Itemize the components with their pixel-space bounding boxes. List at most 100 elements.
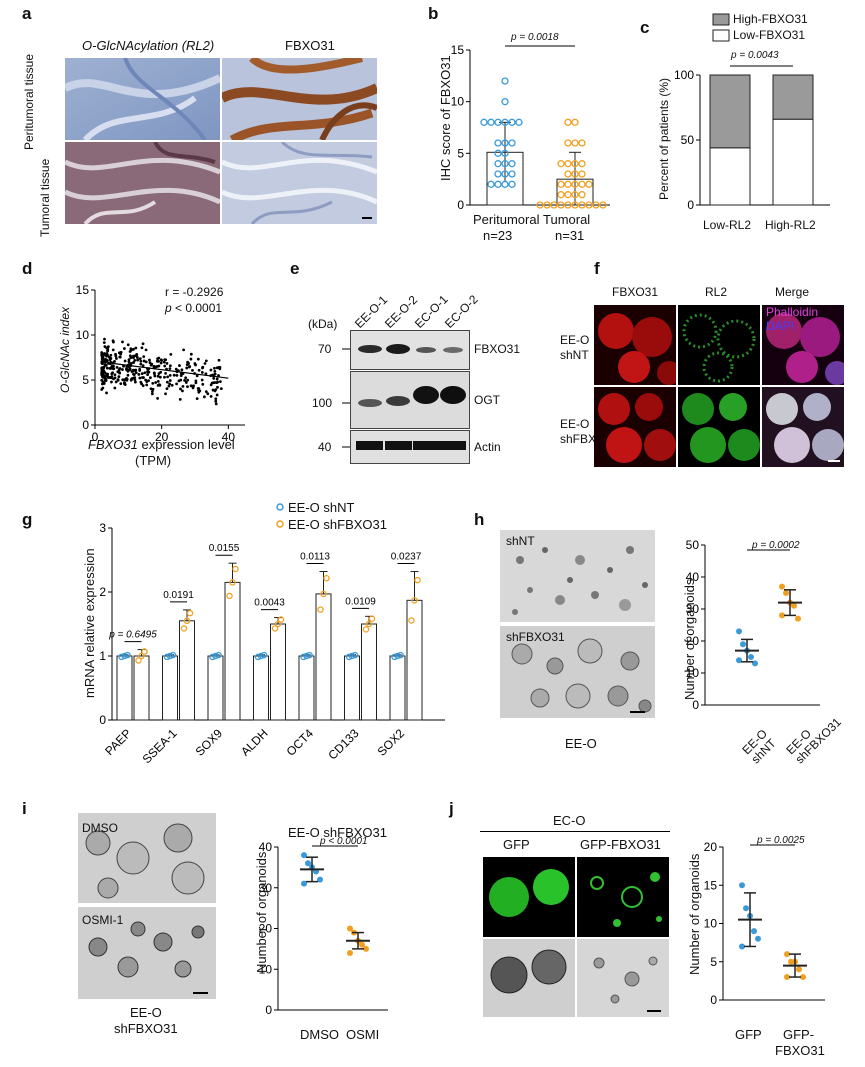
legend-swatch-low [712, 29, 730, 42]
if-image-shfbxo31-rl2 [678, 387, 760, 467]
x-category: OCT4 [284, 726, 317, 759]
data-point [743, 905, 749, 912]
data-point [179, 374, 183, 377]
data-point [571, 201, 579, 209]
data-point [100, 388, 104, 391]
data-point [133, 376, 137, 380]
image-caption: EE-O [130, 1005, 162, 1020]
data-point [317, 606, 324, 613]
data-point [578, 180, 586, 188]
data-point [105, 372, 109, 376]
bar-shnt [344, 655, 360, 721]
bar-shfbxo31 [361, 623, 377, 721]
data-point [129, 347, 133, 351]
data-point [146, 370, 149, 374]
y-tick-label: 10 [704, 917, 718, 931]
data-point [185, 366, 189, 370]
title-underline [480, 831, 670, 832]
data-point [215, 377, 219, 381]
data-point [163, 364, 167, 368]
data-point [128, 350, 132, 353]
y-tick-label: 0 [692, 698, 699, 712]
fluorescence-image-gfp [483, 857, 575, 937]
data-point [739, 882, 745, 889]
data-point [157, 364, 161, 368]
x-category: SSEA-1 [140, 726, 180, 766]
data-point [102, 341, 106, 345]
data-point [106, 353, 109, 357]
data-point [144, 348, 148, 352]
data-point [157, 383, 161, 387]
bar-low-fbxo31 [772, 118, 814, 206]
data-point [301, 880, 307, 887]
y-tick-label: 20 [686, 634, 700, 648]
data-point [129, 362, 133, 365]
data-point [254, 653, 262, 661]
data-point [515, 118, 523, 126]
data-point [180, 368, 184, 372]
data-point [394, 652, 401, 660]
data-point [201, 382, 205, 386]
data-point [156, 374, 160, 378]
data-point [141, 364, 145, 368]
data-point [142, 359, 146, 363]
chart-g: 0 1 2 3 p = 0.6495 PAEP 0.0191 SSEA-1 0.0155 SOX9… [99, 503, 445, 766]
data-point [105, 391, 108, 395]
data-point [260, 651, 268, 659]
panel-label: f [594, 259, 600, 278]
band-label: OGT [474, 393, 500, 407]
data-point [134, 354, 137, 358]
data-point [146, 373, 149, 376]
data-point [106, 349, 109, 353]
data-point [113, 386, 117, 390]
data-point [494, 160, 502, 168]
data-point [105, 366, 109, 370]
data-point [557, 191, 565, 199]
ihc-image-tumoral-rl2 [65, 142, 220, 224]
data-point [212, 652, 219, 660]
y-tick-label: 40 [686, 570, 700, 584]
data-point [163, 358, 167, 362]
data-point [114, 380, 118, 384]
data-point [347, 925, 353, 932]
y-tick-label: 1 [99, 649, 106, 663]
p-value: p = 0.0043 [731, 50, 779, 61]
data-point [121, 652, 128, 660]
bar-shfbxo31 [270, 623, 286, 721]
data-point [100, 352, 104, 356]
data-point [411, 597, 418, 604]
data-point [134, 371, 138, 375]
data-point [202, 395, 206, 399]
data-point [501, 118, 509, 126]
data-point [232, 565, 239, 573]
y-tick-label: 50 [681, 133, 695, 147]
data-point [217, 374, 220, 377]
legend-marker-shfbxo31 [276, 520, 284, 528]
data-point [150, 392, 154, 396]
data-point [257, 652, 265, 660]
p-value: 0.0155 [209, 543, 240, 554]
bar-shfbxo31 [179, 620, 195, 721]
data-point [783, 590, 789, 596]
data-point [226, 592, 233, 600]
data-point [156, 396, 160, 400]
image-caption: shFBXO31 [114, 1021, 178, 1036]
data-point [126, 373, 130, 377]
data-point [103, 337, 106, 341]
data-point [116, 378, 120, 382]
data-point [550, 201, 558, 209]
data-point [100, 368, 104, 371]
data-point [155, 359, 159, 363]
data-point [183, 617, 191, 625]
data-point [139, 362, 143, 366]
data-point [213, 372, 217, 376]
data-point [571, 139, 579, 147]
x-axis-label-unit: (TPM) [135, 453, 172, 468]
data-point [165, 362, 169, 365]
data-point [323, 574, 330, 582]
chart-b: 0 5 10 15 [451, 43, 610, 212]
data-point [180, 625, 188, 632]
western-blot-bands [342, 344, 466, 450]
mw-marker: 70 [318, 342, 332, 356]
data-point [501, 77, 509, 85]
